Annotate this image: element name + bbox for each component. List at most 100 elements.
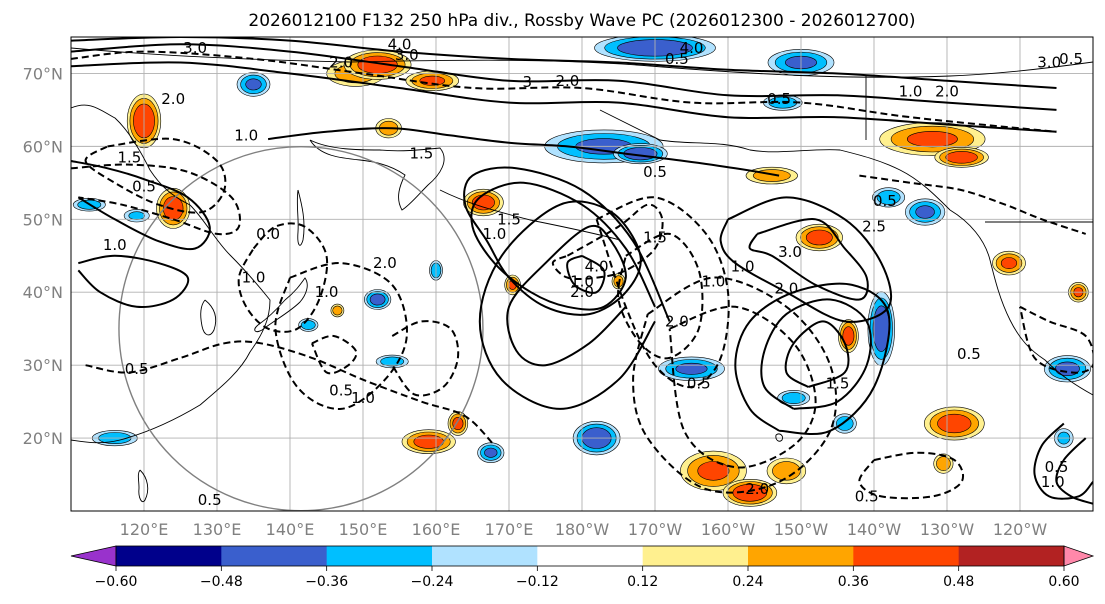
colorbar-bin	[326, 546, 433, 566]
contour-positive	[1033, 422, 1093, 500]
divergence-level	[484, 447, 498, 458]
lon-tick-label: 140°E	[266, 520, 315, 539]
contour-positive	[267, 127, 780, 177]
contour-positive	[463, 166, 671, 410]
lat-tick-label: 40°N	[23, 283, 63, 302]
contour-negative	[595, 196, 730, 389]
colorbar-bin	[853, 546, 960, 566]
divergence-blob	[992, 250, 1026, 276]
contour-label: 0.5	[1059, 50, 1083, 68]
contour-label: 1.5	[497, 210, 521, 228]
coastline-asia	[71, 104, 271, 444]
divergence-level	[805, 229, 833, 246]
divergence-blob	[375, 354, 409, 369]
contour-label: 1.5	[643, 229, 667, 247]
contour-label: 3.0	[778, 243, 802, 261]
contour-label: 1.0	[899, 83, 923, 101]
lat-tick-label: 60°N	[23, 137, 63, 156]
divergence-level	[907, 131, 958, 148]
contour-label: 2.0	[161, 90, 185, 108]
contour-positive	[784, 320, 850, 388]
colorbar-tick-label: 0.60	[1048, 574, 1079, 590]
lon-tick-label: 170°E	[485, 520, 534, 539]
divergence-blob	[934, 147, 989, 168]
lon-tick-label: 160°E	[412, 520, 461, 539]
projection-circle	[118, 146, 484, 511]
contour-positive	[470, 181, 656, 367]
contour-negative	[668, 305, 817, 469]
contour-negative	[85, 340, 496, 447]
divergence-level	[128, 211, 145, 220]
lat-tick-label: 30°N	[23, 356, 63, 375]
coastline-northamerica	[949, 209, 1093, 396]
contour-label: 0.5	[665, 50, 689, 68]
contour-label: 1.0	[701, 272, 725, 290]
contour-label: 0.5	[1045, 458, 1069, 476]
divergence-blob	[680, 450, 747, 492]
contour-label: 1.0	[351, 389, 375, 407]
lon-tick-label: 140°W	[847, 520, 902, 539]
lon-tick-label: 180°W	[555, 520, 610, 539]
colorbar-bin	[221, 546, 328, 566]
contour-negative	[632, 276, 838, 494]
coastline-aleutians	[439, 189, 621, 241]
divergence-blob	[123, 209, 150, 223]
contour-label: 2.0	[745, 480, 769, 498]
coastline-sakhalin	[296, 189, 305, 246]
divergence-level	[781, 392, 806, 404]
contour-label: 1.5	[409, 145, 433, 163]
contour-label: 3	[523, 73, 533, 91]
lon-tick-label: 120°W	[993, 520, 1048, 539]
map-area: 3.02.02.04.03.03 2.04.00.50.5 1.0 2.03.00.5…	[71, 37, 1093, 511]
divergence-blob	[795, 223, 843, 252]
contour-negative	[391, 320, 460, 397]
contour-positive	[71, 43, 1057, 111]
contour-label: 1.0	[242, 269, 266, 287]
divergence-level	[842, 326, 855, 346]
contour-label: 3.0	[395, 46, 419, 64]
divergence-blob	[343, 49, 412, 80]
contour-label: 1.5	[117, 148, 141, 166]
lat-tick-label: 20°N	[23, 429, 63, 448]
contour-positive	[719, 196, 893, 323]
contour-label: 2.0	[373, 254, 397, 272]
colorbar-bin	[642, 546, 749, 566]
colorbar-extend-max	[1063, 545, 1095, 567]
contour-label: 0.5	[687, 374, 711, 392]
contour-label: 0.5	[957, 345, 981, 363]
divergence-blob	[613, 143, 668, 165]
coastline-kamchatka	[309, 139, 445, 211]
chart-title: 2026012100 F132 250 hPa div., Rossby Wav…	[248, 11, 915, 31]
divergence-level	[245, 78, 262, 91]
contour-label: 0.5	[643, 163, 667, 181]
divergence-level	[936, 456, 951, 471]
contour-label: 0.5	[855, 487, 879, 505]
contour-label: 0.0	[256, 225, 280, 243]
divergence-level	[300, 320, 316, 330]
contour-label: 1.0	[234, 126, 258, 144]
contour-label: 2.0	[570, 283, 594, 301]
divergence-level	[836, 416, 854, 431]
contour-positive	[77, 254, 190, 309]
contour-label: 0.5	[767, 90, 791, 108]
divergence-blob	[330, 303, 345, 318]
lon-tick-label: 160°W	[701, 520, 756, 539]
divergence-blob	[766, 457, 807, 485]
divergence-level	[945, 151, 978, 164]
divergence-level	[452, 416, 464, 430]
contour-negative	[617, 232, 704, 360]
colorbar-tick-label: 0.12	[627, 574, 658, 590]
contour-positive	[1055, 437, 1093, 505]
lat-tick-labels: 70°N 60°N 50°N 40°N 30°N 20°N	[23, 64, 63, 448]
gridlines	[71, 37, 1093, 511]
contour-label: 1.0	[1041, 473, 1065, 491]
rossby-pc-contours	[71, 37, 1093, 505]
colorbar-tick-label: −0.12	[516, 574, 559, 590]
contour-label: 3.0	[1037, 54, 1061, 72]
contour-label: 0.5	[132, 178, 156, 196]
contour-label: 3.0	[183, 39, 207, 57]
contour-negative	[237, 222, 329, 333]
lat-tick-label: 70°N	[23, 64, 63, 83]
lon-tick-label: 130°W	[920, 520, 975, 539]
